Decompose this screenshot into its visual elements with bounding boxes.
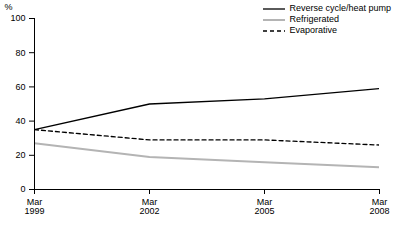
svg-text:0: 0 <box>20 184 25 194</box>
html-text:Evaporative: Evaporative <box>289 25 337 35</box>
svg-text:40: 40 <box>15 116 25 126</box>
svg-text:Mar2008: Mar2008 <box>369 197 389 216</box>
svg-text:60: 60 <box>15 82 25 92</box>
svg-text:80: 80 <box>15 48 25 58</box>
svg-text:Mar2005: Mar2005 <box>254 197 274 216</box>
svg-text:Mar1999: Mar1999 <box>24 197 44 216</box>
svg-text:100: 100 <box>10 13 25 23</box>
svg-text:20: 20 <box>15 150 25 160</box>
svg-text:%: % <box>5 2 13 12</box>
html-text:Reverse cycle/heat pump: Reverse cycle/heat pump <box>289 3 391 13</box>
html-text:Refrigerated: Refrigerated <box>289 14 339 24</box>
svg-text:Mar2002: Mar2002 <box>139 197 159 216</box>
